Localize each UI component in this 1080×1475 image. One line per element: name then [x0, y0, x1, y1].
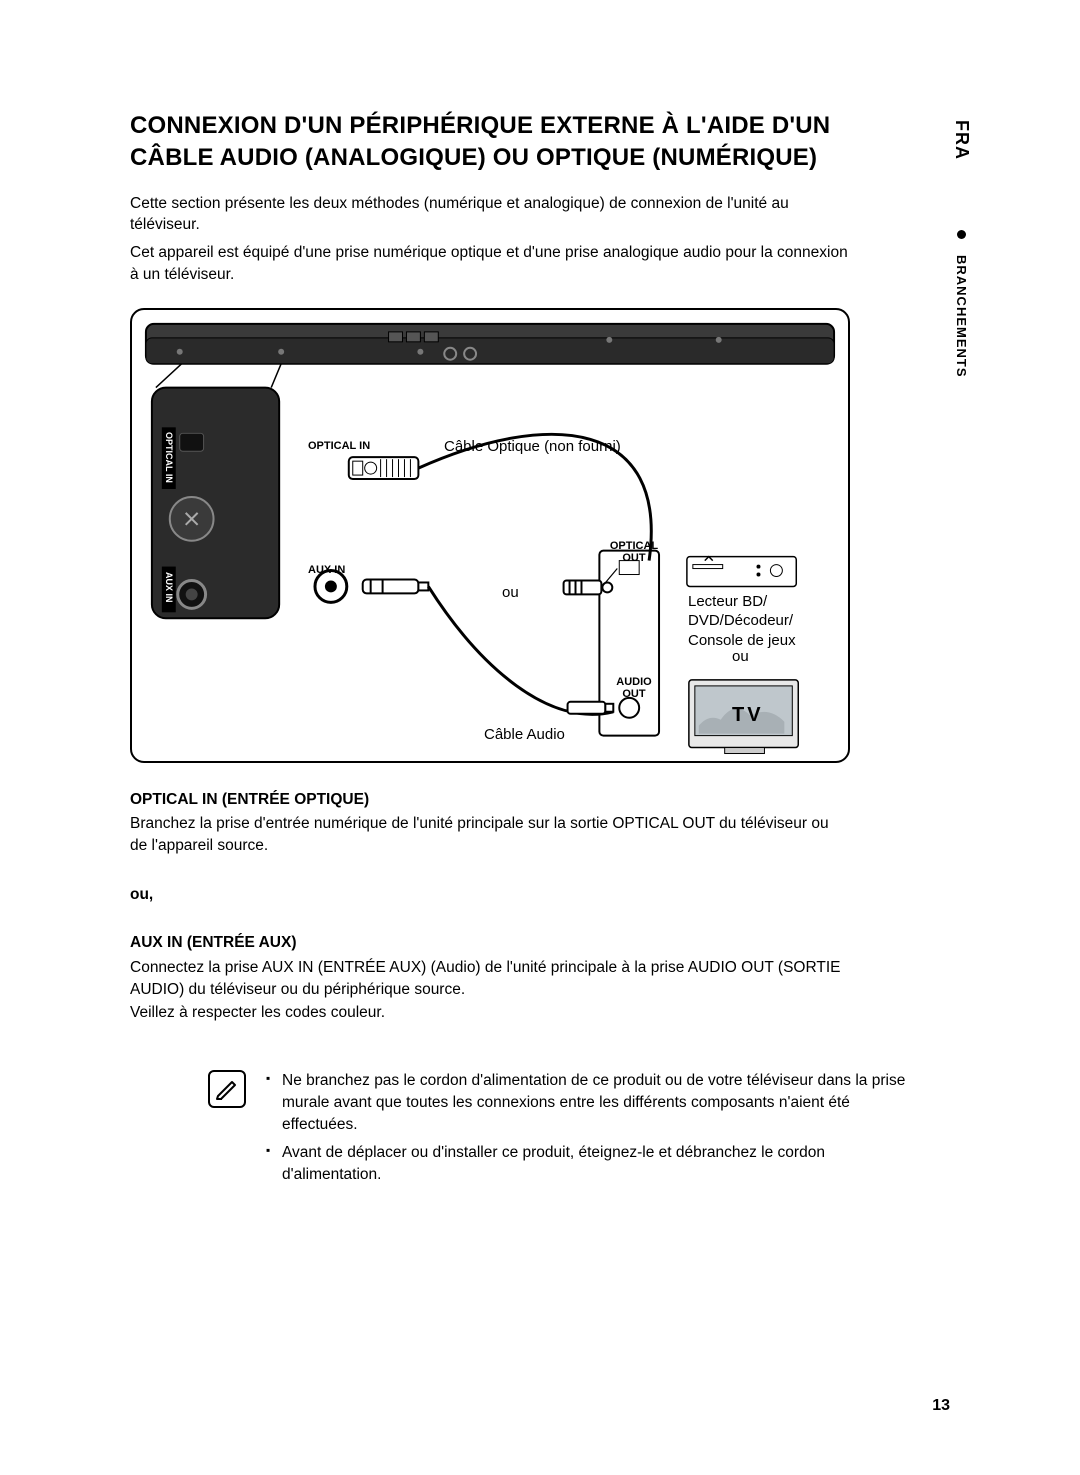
label-aux-in-vert: AUX IN: [164, 572, 174, 603]
bullet-icon: [957, 230, 966, 239]
page-number: 13: [932, 1397, 950, 1415]
label-or-mid: ou: [502, 584, 519, 601]
label-tv: TV: [732, 704, 764, 727]
optical-head: OPTICAL IN (ENTRÉE OPTIQUE): [130, 789, 850, 811]
label-optical-in: OPTICAL IN: [308, 440, 370, 452]
label-cable-optical: Câble Optique (non fourni): [444, 438, 621, 455]
lang-tab: FRA: [951, 120, 972, 160]
diagram-svg: [132, 310, 848, 762]
instruction-sections: OPTICAL IN (ENTRÉE OPTIQUE) Branchez la …: [130, 789, 850, 1025]
page-title: CONNEXION D'UN PÉRIPHÉRIQUE EXTERNE À L'…: [130, 110, 850, 175]
section-tab: BRANCHEMENTS: [954, 230, 969, 378]
or-text: ou,: [130, 884, 850, 906]
label-audio-out: AUDIOOUT: [610, 676, 658, 700]
note-item: Ne branchez pas le cordon d'alimentation…: [266, 1070, 928, 1136]
aux-body2: Veillez à respecter les codes couleur.: [130, 1002, 850, 1024]
section-tab-label: BRANCHEMENTS: [954, 255, 969, 378]
note-list: Ne branchez pas le cordon d'alimentation…: [266, 1070, 928, 1192]
intro-text: Cette section présente les deux méthodes…: [130, 193, 985, 286]
label-aux-in: AUX IN: [308, 564, 345, 576]
note-block: Ne branchez pas le cordon d'alimentation…: [208, 1070, 928, 1192]
label-cable-audio: Câble Audio: [484, 726, 565, 743]
intro-p2: Cet appareil est équipé d'une prise numé…: [130, 242, 850, 285]
optical-body: Branchez la prise d'entrée numérique de …: [130, 813, 850, 858]
aux-body1: Connectez la prise AUX IN (ENTRÉE AUX) (…: [130, 957, 850, 1002]
pencil-note-icon: [208, 1070, 246, 1108]
connection-diagram: OPTICAL IN AUX IN OPTICAL IN AUX IN Câbl…: [130, 308, 850, 763]
label-optical-out: OPTICALOUT: [606, 540, 662, 564]
intro-p1: Cette section présente les deux méthodes…: [130, 193, 850, 236]
manual-page: FRA BRANCHEMENTS CONNEXION D'UN PÉRIPHÉR…: [0, 0, 1080, 1475]
aux-head: AUX IN (ENTRÉE AUX): [130, 932, 850, 954]
label-or-bottom: ou: [732, 648, 749, 665]
label-optical-in-vert: OPTICAL IN: [164, 432, 174, 483]
label-device: Lecteur BD/ DVD/Décodeur/ Console de jeu…: [688, 592, 796, 651]
note-item: Avant de déplacer ou d'installer ce prod…: [266, 1142, 928, 1186]
side-tabs: FRA BRANCHEMENTS: [951, 120, 972, 378]
